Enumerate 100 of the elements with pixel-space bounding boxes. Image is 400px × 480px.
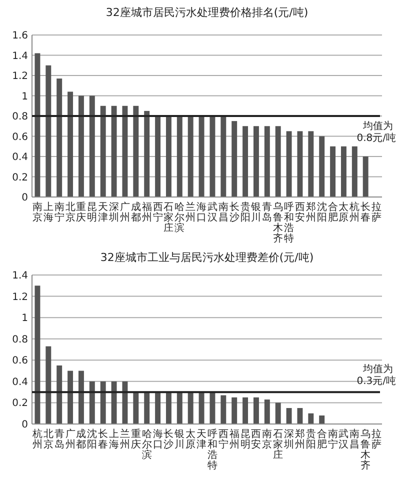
- x-tick-label: 合肥: [316, 428, 327, 450]
- x-tick-label: 深圳: [283, 428, 294, 450]
- x-tick-label: 郑州: [294, 428, 305, 450]
- x-tick-label: 太原: [186, 428, 196, 450]
- bar: [242, 397, 248, 424]
- bar: [111, 381, 117, 424]
- bar: [340, 146, 346, 197]
- y-tick-label: 1: [22, 91, 28, 102]
- bar: [188, 116, 194, 197]
- bar: [210, 116, 216, 197]
- bar: [144, 110, 150, 197]
- x-tick-label: 南京: [262, 428, 272, 450]
- bar: [89, 96, 95, 197]
- bar: [198, 116, 204, 197]
- bar: [133, 106, 139, 197]
- bar: [56, 78, 62, 197]
- bar: [155, 116, 161, 197]
- x-tick-label: 兰州: [186, 201, 196, 224]
- bar: [308, 131, 314, 197]
- x-tick-label: 贵阳: [240, 201, 250, 224]
- x-tick-label: 拉萨: [372, 201, 382, 224]
- x-tick-label: 深圳: [108, 201, 120, 224]
- bar: [68, 370, 74, 424]
- x-tick-label: 南宁: [328, 428, 338, 450]
- x-tick-label: 北京: [43, 428, 54, 450]
- bar: [319, 415, 325, 424]
- bar: [220, 395, 226, 424]
- x-tick-label: 海口: [196, 201, 207, 224]
- bar: [155, 392, 161, 424]
- y-tick-label: 0.4: [12, 376, 28, 388]
- ref-line-label: 均值为 0.3元/吨: [356, 363, 396, 388]
- x-tick-label: 成都: [76, 428, 86, 450]
- x-tick-label: 呼和浩特: [207, 428, 218, 472]
- y-tick-label: 1.6: [12, 30, 28, 42]
- x-tick-label: 西宁: [152, 202, 163, 224]
- x-tick-label: 乌鲁木齐: [273, 201, 284, 244]
- bar: [264, 400, 270, 424]
- bar: [34, 53, 40, 197]
- x-tick-label: 北京: [65, 201, 76, 224]
- x-tick-label: 昆明: [240, 429, 250, 450]
- y-tick-label: 0: [22, 192, 28, 204]
- x-tick-label: 长春: [360, 201, 371, 224]
- y-tick-label: 0: [22, 420, 28, 430]
- bar: [56, 365, 62, 424]
- y-tick-label: 1.4: [12, 50, 28, 62]
- y-tick-label: 0.8: [12, 112, 28, 122]
- x-tick-label: 重庆: [130, 428, 141, 450]
- x-tick-label: 西安: [294, 202, 305, 224]
- bar: [362, 156, 368, 197]
- bar: [111, 106, 117, 197]
- bar: [78, 370, 84, 424]
- x-tick-label: 太原: [338, 201, 349, 224]
- bar: [319, 136, 325, 197]
- x-tick-label: 兰州: [120, 428, 130, 450]
- bar: [210, 392, 216, 424]
- bar: [232, 397, 238, 424]
- x-tick-label: 长春: [98, 428, 108, 450]
- bar: [78, 96, 84, 197]
- bar: [122, 106, 128, 197]
- bar: [34, 286, 40, 424]
- y-tick-label: 1: [22, 313, 28, 324]
- x-tick-label: 福州: [229, 428, 240, 450]
- bar: [275, 402, 281, 424]
- x-tick-label: 天津: [196, 429, 207, 450]
- x-tick-label: 郑州: [306, 201, 316, 224]
- y-tick-label: 1.2: [12, 292, 28, 303]
- x-tick-label: 石家庄: [164, 202, 174, 234]
- x-tick-label: 长沙: [229, 201, 240, 224]
- chart-title: 32座城市工业与居民污水处理费差价(元/吨): [100, 251, 314, 264]
- x-tick-label: 青岛: [262, 201, 272, 224]
- bar: [275, 126, 281, 197]
- bar: [286, 408, 292, 424]
- bar: [122, 381, 128, 424]
- chart-title: 32座城市居民污水处理费价格排名(元/吨): [106, 6, 308, 19]
- bar: [253, 397, 259, 424]
- x-tick-label: 沈阳: [87, 428, 98, 450]
- x-tick-label: 南宁: [54, 201, 64, 224]
- y-tick-label: 0.4: [12, 152, 28, 163]
- x-tick-label: 贵阳: [306, 428, 316, 450]
- bar: [89, 381, 95, 424]
- x-tick-label: 武汉: [338, 428, 349, 450]
- x-tick-label: 昆明: [87, 202, 98, 224]
- bar: [297, 408, 303, 424]
- x-tick-label: 沈阳: [316, 201, 327, 224]
- bar: [166, 116, 172, 197]
- x-tick-label: 石家庄: [273, 429, 284, 461]
- x-tick-label: 乌鲁木齐: [360, 428, 371, 472]
- bar: [144, 392, 150, 424]
- bar: [100, 381, 106, 424]
- x-tick-label: 哈尔滨: [142, 428, 152, 461]
- y-tick-label: 0.2: [12, 398, 28, 410]
- x-tick-label: 南昌: [350, 428, 360, 450]
- x-tick-label: 杭州: [348, 201, 360, 224]
- x-tick-label: 上海: [109, 428, 120, 450]
- bar: [133, 392, 139, 424]
- x-tick-label: 广州: [120, 201, 130, 224]
- bar: [46, 65, 52, 197]
- y-tick-label: 1.4: [12, 270, 28, 282]
- x-tick-label: 天津: [98, 202, 108, 224]
- x-tick-label: 合肥: [328, 201, 338, 224]
